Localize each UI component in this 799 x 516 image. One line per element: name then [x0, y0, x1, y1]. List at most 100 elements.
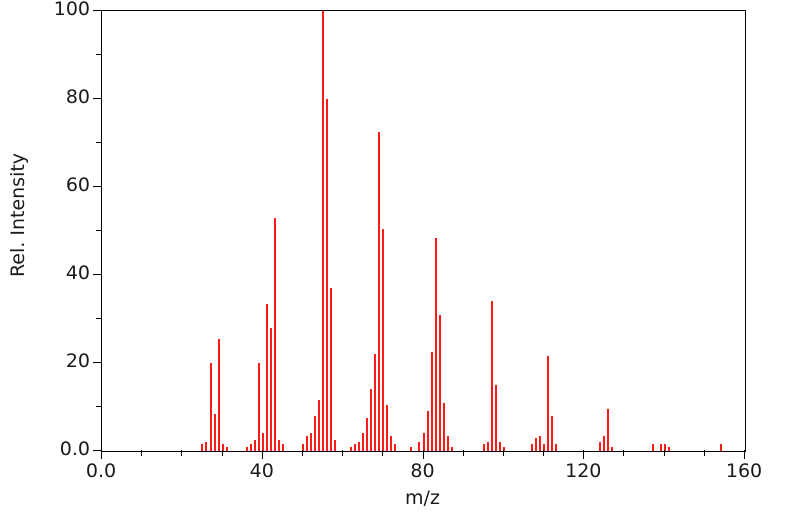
- x-axis-tick-label: 120: [565, 460, 602, 482]
- spectrum-peak: [305, 435, 308, 451]
- y-axis-label: Rel. Intensity: [7, 152, 29, 278]
- y-axis-minor-tick: [96, 318, 101, 319]
- x-axis-minor-tick: [221, 450, 223, 456]
- spectrum-peak: [551, 415, 554, 451]
- y-axis-tick: [93, 98, 101, 99]
- x-axis-tick: [744, 450, 745, 459]
- spectrum-peak: [547, 356, 550, 451]
- spectrum-peak: [213, 413, 216, 451]
- x-axis-tick: [101, 450, 102, 459]
- spectrum-peak: [378, 132, 381, 451]
- x-axis-minor-tick: [141, 450, 143, 456]
- y-axis-tick-label: 100: [53, 0, 90, 20]
- spectrum-peak: [205, 442, 208, 451]
- x-axis-tick-label: 0.0: [85, 460, 117, 482]
- spectrum-peak: [555, 444, 558, 451]
- x-axis-minor-tick: [703, 450, 705, 456]
- spectrum-peak: [410, 446, 413, 451]
- y-axis-minor-tick: [96, 406, 101, 407]
- x-axis-minor-tick: [301, 450, 303, 456]
- y-axis-tick: [93, 274, 101, 275]
- spectrum-peak: [498, 442, 501, 451]
- spectrum-peak: [539, 435, 542, 451]
- spectrum-peak: [394, 444, 397, 451]
- y-axis-tick-label: 20: [65, 350, 90, 372]
- spectrum-peak: [603, 435, 606, 451]
- peaks-layer: [102, 11, 745, 451]
- spectrum-peak: [382, 228, 385, 451]
- y-axis-minor-tick: [96, 230, 101, 231]
- x-axis-tick: [583, 450, 585, 459]
- x-axis-minor-tick: [543, 450, 545, 456]
- spectrum-peak: [253, 440, 256, 451]
- spectrum-peak: [426, 411, 429, 451]
- spectrum-peak: [309, 433, 312, 451]
- spectrum-peak: [273, 217, 276, 451]
- plot-area: [101, 10, 746, 452]
- spectrum-peak: [249, 444, 252, 451]
- y-axis-tick-label: 40: [65, 262, 90, 284]
- x-axis-tick-label: 160: [725, 460, 763, 482]
- spectrum-peak: [334, 440, 337, 451]
- y-axis-tick: [93, 362, 101, 363]
- spectrum-peak: [281, 444, 284, 451]
- x-axis-minor-tick: [623, 450, 625, 456]
- spectrum-peak: [318, 400, 320, 451]
- spectrum-peak: [450, 446, 453, 451]
- spectrum-peak: [390, 435, 393, 451]
- x-axis-label: m/z: [405, 487, 440, 509]
- spectrum-peak: [446, 435, 449, 451]
- spectrum-peak: [370, 389, 373, 451]
- spectrum-peak: [322, 11, 325, 451]
- x-axis-tick-label: 40: [249, 460, 274, 482]
- spectrum-peak: [374, 354, 377, 451]
- spectrum-peak: [543, 444, 546, 451]
- spectrum-peak: [607, 409, 610, 451]
- spectrum-peak: [245, 446, 248, 451]
- spectrum-peak: [651, 444, 654, 451]
- y-axis-minor-tick: [96, 142, 101, 143]
- spectrum-peak: [277, 440, 280, 451]
- x-axis-tick-label: 80: [410, 460, 435, 482]
- spectrum-peak: [663, 444, 666, 451]
- spectrum-peak: [418, 442, 421, 451]
- spectrum-peak: [502, 446, 505, 451]
- spectrum-peak: [366, 418, 369, 451]
- x-axis-minor-tick: [342, 450, 344, 456]
- spectrum-peak: [482, 444, 485, 451]
- y-axis-minor-tick: [96, 54, 101, 55]
- spectrum-peak: [438, 314, 441, 451]
- spectrum-peak: [301, 444, 304, 451]
- spectrum-peak: [430, 352, 433, 451]
- spectrum-peak: [611, 446, 614, 451]
- spectrum-peak: [386, 404, 389, 451]
- x-axis-tick: [422, 450, 424, 459]
- y-axis-tick-label: 0.0: [59, 438, 90, 460]
- spectrum-peak: [326, 99, 329, 451]
- x-axis-minor-tick: [181, 450, 183, 456]
- spectrum-peak: [221, 444, 224, 451]
- x-axis-minor-tick: [382, 450, 384, 456]
- x-axis-minor-tick: [462, 450, 464, 456]
- spectrum-peak: [422, 433, 425, 451]
- spectrum-peak: [217, 338, 220, 451]
- spectrum-peak: [209, 363, 212, 451]
- spectrum-peak: [362, 433, 365, 451]
- spectrum-peak: [358, 442, 361, 451]
- spectrum-peak: [269, 327, 272, 451]
- y-axis-tick: [93, 10, 101, 11]
- spectrum-peak: [442, 402, 445, 451]
- x-axis-tick: [261, 450, 263, 459]
- spectrum-peak: [330, 288, 333, 451]
- spectrum-peak: [535, 437, 538, 451]
- x-axis-minor-tick: [502, 450, 504, 456]
- spectrum-peak: [719, 444, 722, 451]
- y-axis-tick-label: 80: [65, 86, 90, 108]
- spectrum-peak: [201, 444, 204, 451]
- x-axis-minor-tick: [663, 450, 665, 456]
- spectrum-peak: [486, 442, 489, 451]
- spectrum-peak: [350, 446, 353, 451]
- spectrum-peak: [494, 385, 497, 451]
- spectrum-peak: [261, 433, 264, 451]
- spectrum-peak: [531, 444, 533, 451]
